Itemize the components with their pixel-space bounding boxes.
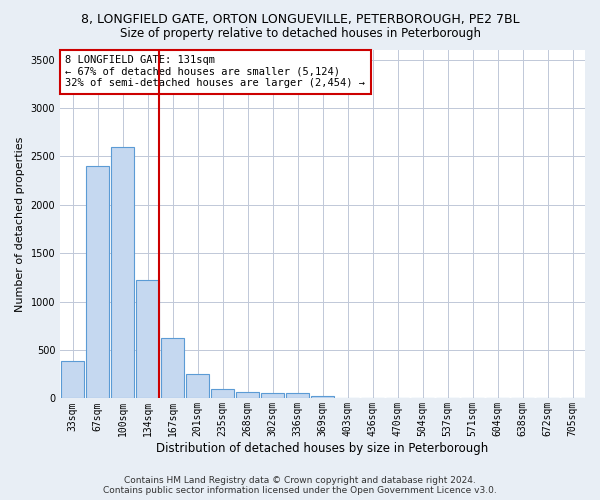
Bar <box>311 396 334 398</box>
Bar <box>86 166 109 398</box>
Bar <box>161 338 184 398</box>
Bar <box>262 392 284 398</box>
X-axis label: Distribution of detached houses by size in Peterborough: Distribution of detached houses by size … <box>157 442 489 455</box>
Bar <box>236 392 259 398</box>
Text: 8 LONGFIELD GATE: 131sqm
← 67% of detached houses are smaller (5,124)
32% of sem: 8 LONGFIELD GATE: 131sqm ← 67% of detach… <box>65 55 365 88</box>
Y-axis label: Number of detached properties: Number of detached properties <box>15 136 25 312</box>
Bar <box>187 374 209 398</box>
Bar <box>61 360 84 399</box>
Bar <box>136 280 159 398</box>
Bar <box>211 388 234 398</box>
Bar <box>286 393 309 398</box>
Text: 8, LONGFIELD GATE, ORTON LONGUEVILLE, PETERBOROUGH, PE2 7BL: 8, LONGFIELD GATE, ORTON LONGUEVILLE, PE… <box>80 12 520 26</box>
Text: Size of property relative to detached houses in Peterborough: Size of property relative to detached ho… <box>119 28 481 40</box>
Text: Contains HM Land Registry data © Crown copyright and database right 2024.
Contai: Contains HM Land Registry data © Crown c… <box>103 476 497 495</box>
Bar <box>112 147 134 399</box>
